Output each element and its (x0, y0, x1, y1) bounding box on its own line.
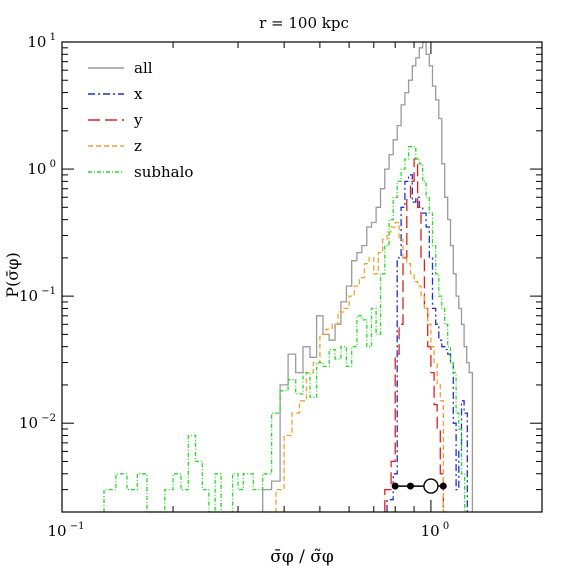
error-bar-center-marker (423, 478, 439, 494)
series-x-line (386, 174, 468, 512)
y-tick-label-0: 10 −2 (19, 413, 56, 432)
error-bar (391, 478, 447, 494)
y-axis-label: P(σ̄φ) (3, 252, 22, 297)
legend-label-subhalo: subhalo (134, 163, 193, 181)
y-tick-label-2: 10 0 (27, 159, 56, 178)
legend: all xyz subhalo (88, 59, 193, 181)
ticks-layer: 10 −1 10 0 10 −2 10 −1 10 0 10 1 (19, 32, 543, 540)
series-y-line (384, 158, 447, 513)
legend-label-y: y (133, 111, 143, 129)
x-tick-label-1: 10 0 (421, 521, 450, 540)
error-bar-point-2 (439, 482, 447, 490)
plot-frame (61, 41, 543, 513)
series-all-line (262, 41, 474, 512)
series-layer (103, 41, 474, 513)
chart-title: r = 100 kpc (259, 14, 349, 32)
y-tick-label-3: 10 1 (27, 32, 56, 51)
legend-label-z: z (134, 137, 142, 155)
x-axis-label: σ̄φ / σ̃φ (270, 547, 334, 567)
legend-label-x: x (134, 85, 143, 103)
x-tick-label-0: 10 −1 (47, 521, 84, 540)
error-bar-point-0 (391, 482, 399, 490)
series-subhalo-line (103, 146, 466, 513)
legend-label-all: all (134, 59, 153, 77)
y-tick-label-1: 10 −1 (19, 286, 56, 305)
title-group: r = 100 kpc (259, 14, 349, 32)
error-bar-point-1 (406, 482, 414, 490)
series-z-line (267, 221, 445, 513)
